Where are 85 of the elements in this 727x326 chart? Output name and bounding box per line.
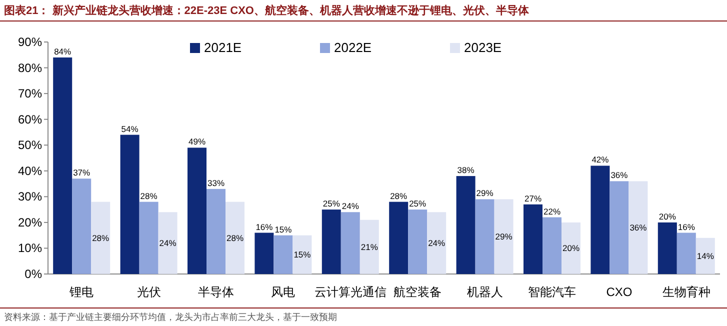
x-tick-label: 半导体 <box>198 285 234 299</box>
bar <box>188 148 206 274</box>
bar <box>120 134 140 274</box>
x-tick-label: 生物育种 <box>662 285 710 299</box>
bar <box>524 204 542 274</box>
data-label: 16% <box>256 222 274 232</box>
bar <box>590 166 610 274</box>
bar <box>494 199 514 274</box>
y-tick-label: 70% <box>18 86 42 101</box>
data-label: 84% <box>54 46 72 56</box>
x-tick-label: CXO <box>606 285 632 299</box>
bar <box>322 210 341 274</box>
x-tick-label: 智能汽车 <box>528 285 576 299</box>
y-tick-label: 0% <box>24 267 42 281</box>
data-label: 24% <box>428 238 446 248</box>
bar <box>456 176 476 274</box>
data-label: 20% <box>562 243 580 254</box>
x-tick-label: 风电 <box>271 285 296 299</box>
data-label: 36% <box>630 222 648 233</box>
data-label: 14% <box>696 250 714 261</box>
data-label: 38% <box>457 165 475 176</box>
data-label: 25% <box>409 198 427 209</box>
x-tick-label: 锂电 <box>68 285 94 299</box>
data-label: 16% <box>678 222 696 232</box>
bar <box>427 212 446 274</box>
data-label: 29% <box>495 232 513 242</box>
bar <box>226 202 244 274</box>
data-label: 28% <box>92 232 110 243</box>
data-label: 49% <box>188 136 206 147</box>
data-label: 15% <box>274 224 292 234</box>
y-tick-label: 60% <box>18 112 42 126</box>
bar <box>389 202 408 274</box>
data-label: 54% <box>121 124 139 134</box>
data-label: 15% <box>294 250 312 260</box>
bar <box>53 57 72 274</box>
data-label: 24% <box>159 238 177 248</box>
y-tick-label: 30% <box>18 190 42 204</box>
data-label: 29% <box>476 188 494 198</box>
data-label: 21% <box>360 242 378 252</box>
x-tick-label: 航空装备 <box>394 285 442 299</box>
bar <box>562 222 580 274</box>
data-label: 22% <box>543 206 561 216</box>
y-tick-label: 20% <box>18 215 42 230</box>
y-tick-label: 90% <box>18 35 42 49</box>
x-tick-label: 光伏 <box>136 285 161 299</box>
data-label: 28% <box>390 190 408 201</box>
data-label: 28% <box>140 190 158 201</box>
data-label: 42% <box>592 154 610 165</box>
y-tick-label: 50% <box>18 138 42 152</box>
bar <box>91 202 110 274</box>
bar <box>274 235 293 274</box>
bar <box>542 217 562 274</box>
bar <box>206 188 226 274</box>
y-tick-label: 80% <box>18 60 42 75</box>
bar <box>658 222 677 274</box>
text: 资料来源：基于产业链主要细分环节均值，龙头为市占率前三大龙头，基于一致预期 <box>4 312 337 322</box>
bar <box>610 181 629 274</box>
legend-label: 2021E <box>204 40 242 55</box>
data-label: 33% <box>207 178 225 188</box>
y-tick-label: 40% <box>18 164 42 178</box>
bar <box>292 235 312 274</box>
data-label: 25% <box>322 198 340 209</box>
bar <box>254 232 274 274</box>
bar <box>408 210 428 274</box>
data-label: 24% <box>342 201 360 212</box>
data-label: 28% <box>226 232 244 243</box>
bar <box>158 212 178 274</box>
data-label: 37% <box>73 168 91 178</box>
x-tick-label: 机器人 <box>466 285 503 299</box>
bar <box>139 202 158 274</box>
y-tick-label: 10% <box>18 241 42 256</box>
x-tick-label: 云计算光通信 <box>314 285 386 299</box>
bar <box>360 220 379 274</box>
bar <box>676 232 696 274</box>
bar <box>475 199 494 274</box>
chart-title: 图表21： 新兴产业链龙头营收增速：22E-23E CXO、航空装备、机器人营收增速不逊于锂电、光伏、半导体 <box>4 4 530 17</box>
data-label: 27% <box>524 193 542 204</box>
bar <box>340 212 360 274</box>
data-label: 20% <box>658 211 676 222</box>
legend-label: 2023E <box>464 40 502 55</box>
bar <box>72 178 92 274</box>
data-label: 36% <box>610 170 628 180</box>
legend-label: 2022E <box>334 40 372 55</box>
bar <box>628 181 648 274</box>
bar <box>696 238 715 274</box>
